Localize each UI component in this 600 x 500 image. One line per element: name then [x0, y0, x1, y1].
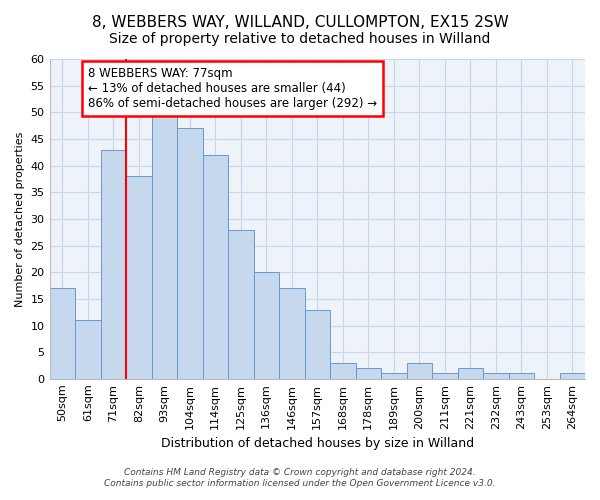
Text: 8 WEBBERS WAY: 77sqm
← 13% of detached houses are smaller (44)
86% of semi-detac: 8 WEBBERS WAY: 77sqm ← 13% of detached h… [88, 67, 377, 110]
Bar [381, 374, 407, 379]
Bar [509, 374, 534, 379]
Bar [177, 128, 203, 379]
Bar [75, 320, 101, 379]
Bar [203, 155, 228, 379]
Bar [101, 150, 126, 379]
Bar [279, 288, 305, 379]
Bar [254, 272, 279, 379]
Bar [458, 368, 483, 379]
Text: Contains HM Land Registry data © Crown copyright and database right 2024.
Contai: Contains HM Land Registry data © Crown c… [104, 468, 496, 487]
Bar [432, 374, 458, 379]
Text: 8, WEBBERS WAY, WILLAND, CULLOMPTON, EX15 2SW: 8, WEBBERS WAY, WILLAND, CULLOMPTON, EX1… [92, 15, 508, 30]
Bar [330, 363, 356, 379]
X-axis label: Distribution of detached houses by size in Willand: Distribution of detached houses by size … [161, 437, 474, 450]
Bar [483, 374, 509, 379]
Bar [126, 176, 152, 379]
Y-axis label: Number of detached properties: Number of detached properties [15, 131, 25, 306]
Text: Size of property relative to detached houses in Willand: Size of property relative to detached ho… [109, 32, 491, 46]
Bar [560, 374, 585, 379]
Bar [50, 288, 75, 379]
Bar [305, 310, 330, 379]
Bar [407, 363, 432, 379]
Bar [152, 112, 177, 379]
Bar [228, 230, 254, 379]
Bar [356, 368, 381, 379]
